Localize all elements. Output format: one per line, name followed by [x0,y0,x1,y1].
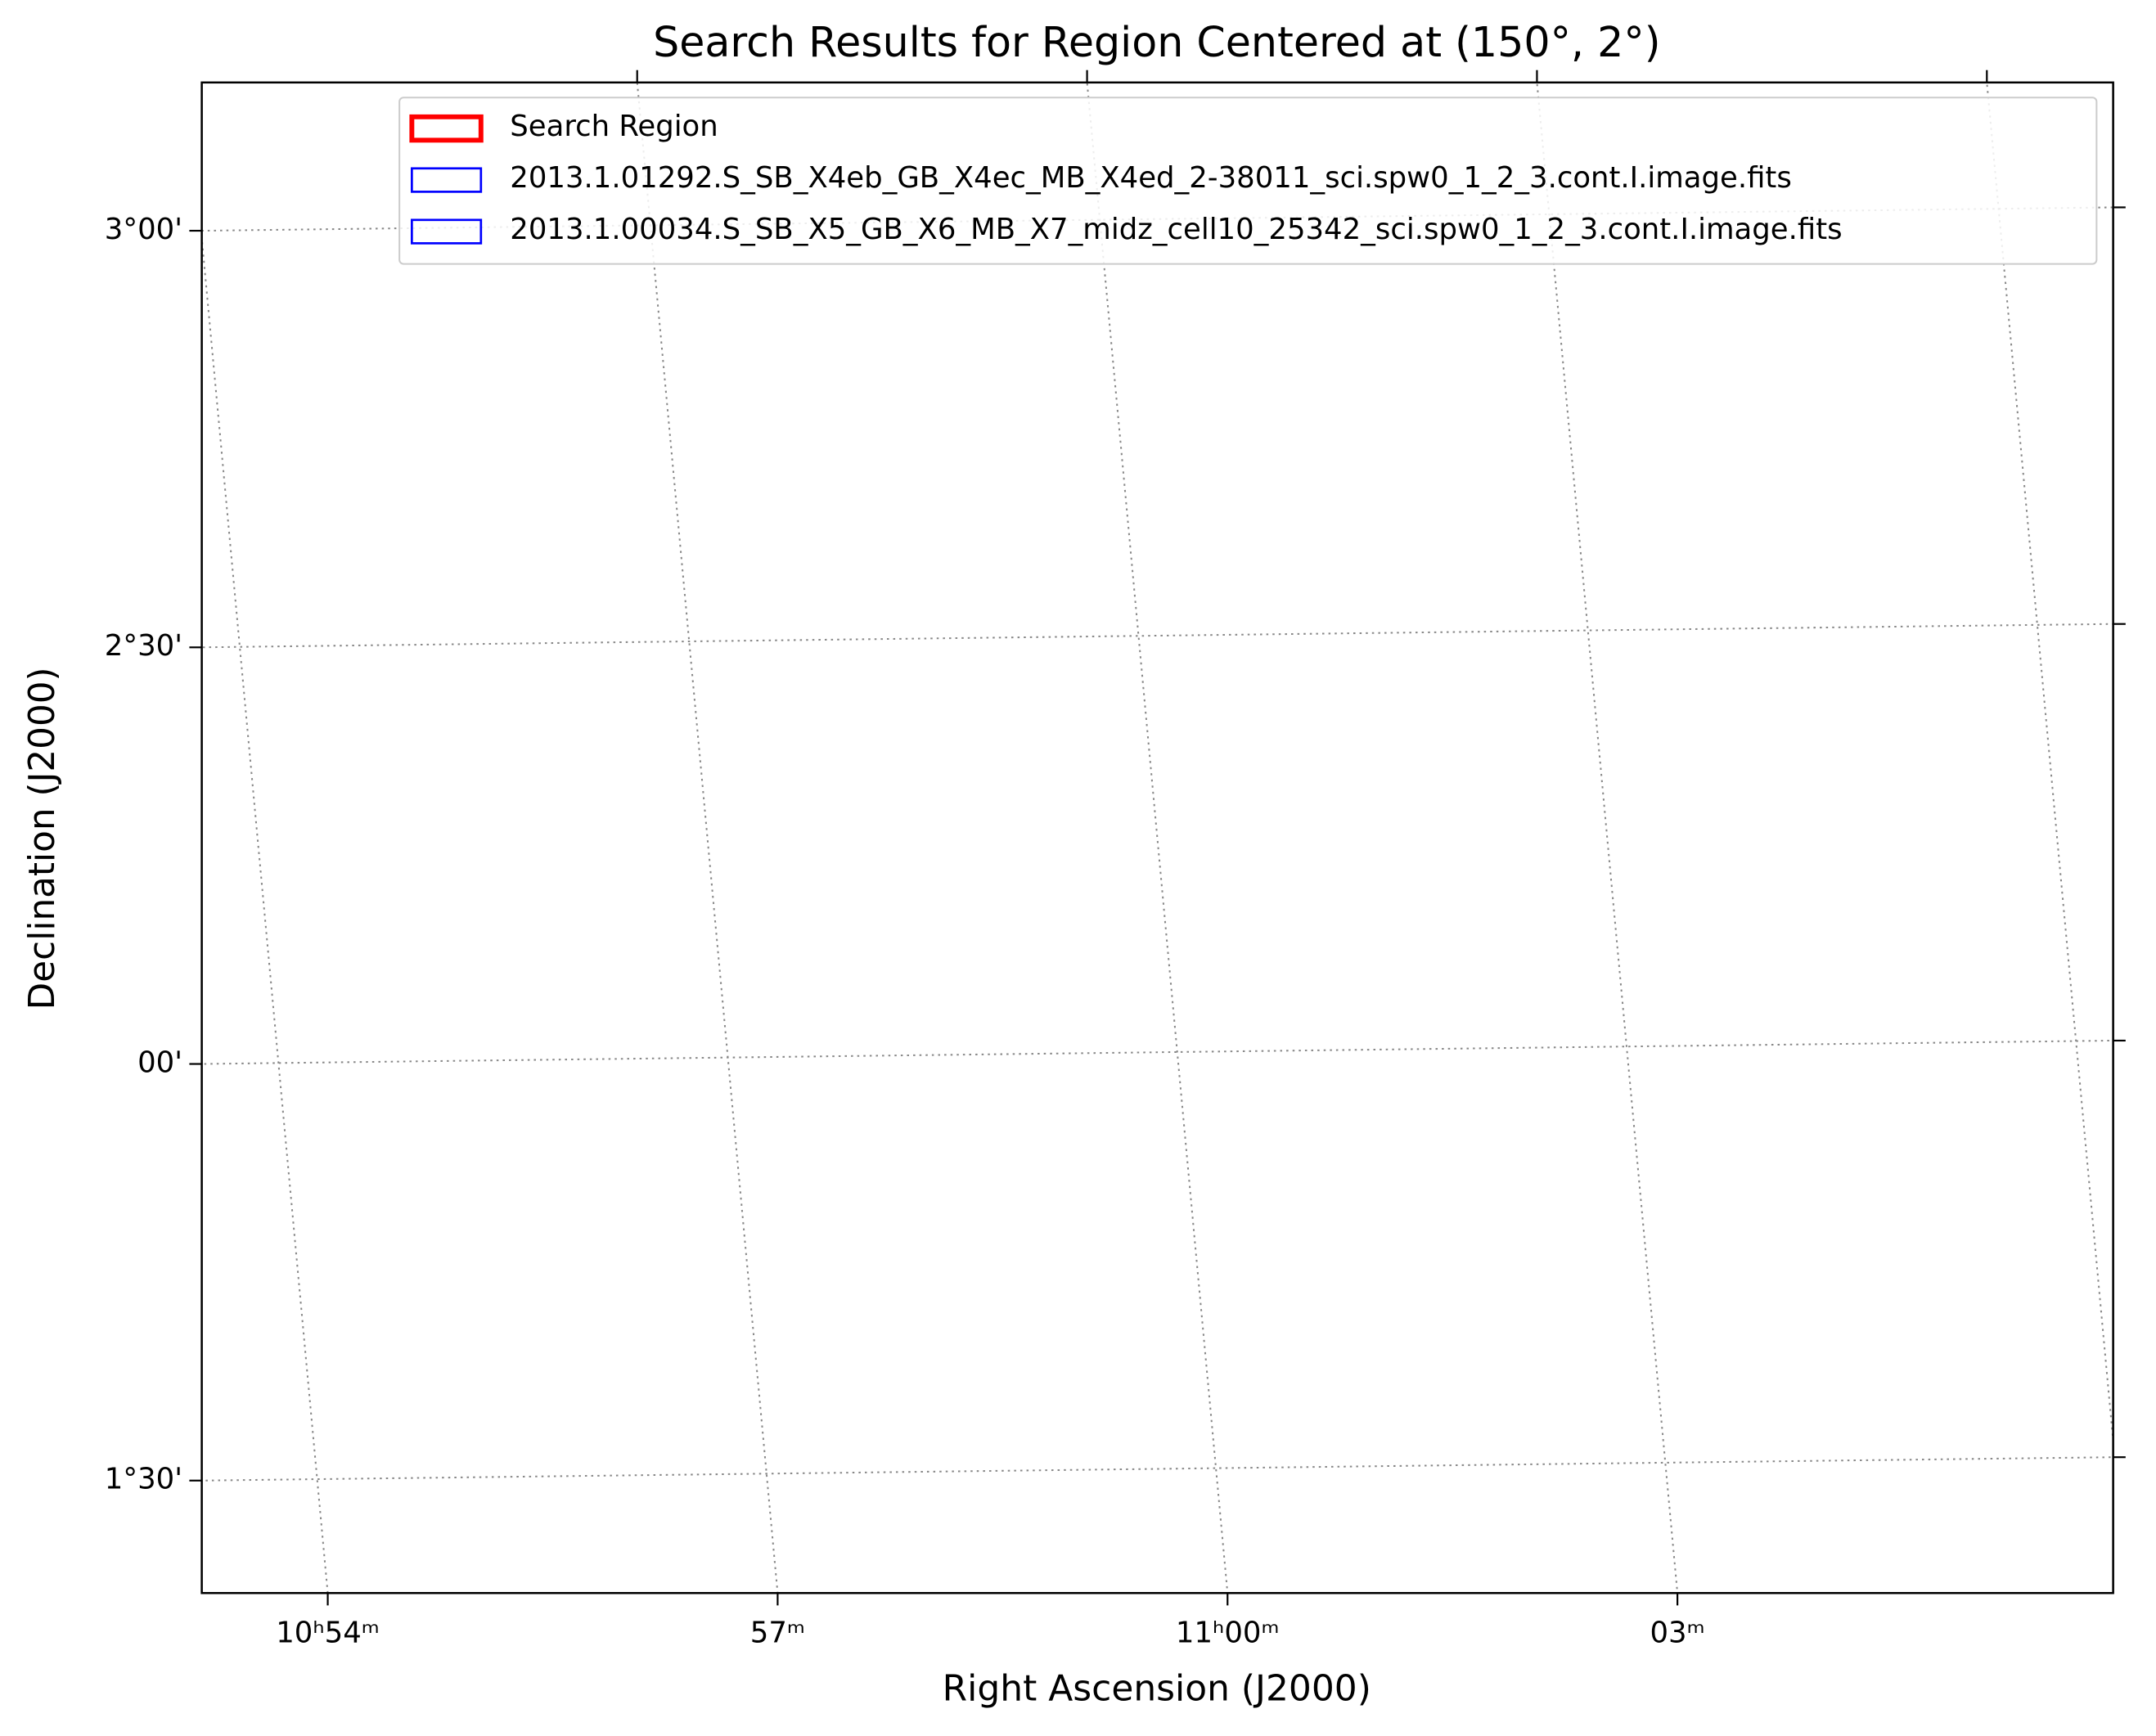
legend-label: 2013.1.00034.S_SB_X5_GB_X6_MB_X7_midz_ce… [510,213,1842,246]
legend-swatch [411,167,483,193]
grid-line [201,1456,2113,1482]
x-tick-label: 11ʰ00ᵐ [1176,1617,1280,1650]
legend-label: 2013.1.01292.S_SB_X4eb_GB_X4ec_MB_X4ed_2… [510,161,1792,195]
grid-line [201,623,2113,649]
x-axis-label: Right Ascension (J2000) [943,1668,1371,1710]
legend-label: Search Region [510,110,718,143]
y-tick-label: 00' [137,1046,182,1080]
x-tick-label: 03ᵐ [1650,1617,1705,1650]
y-tick-label: 1°30' [105,1463,182,1496]
y-axis-label: Declination (J2000) [21,667,63,1010]
plot-frame [200,81,2114,1594]
legend-box [398,97,2098,265]
grid-line [201,1039,2113,1065]
chart-title: Search Results for Region Centered at (1… [653,18,1660,66]
legend-swatch [411,218,483,245]
y-tick-label: 3°00' [105,213,182,246]
x-tick-label: 57ᵐ [750,1617,805,1650]
y-tick-label: 2°30' [105,629,182,663]
x-tick-label: 10ʰ54ᵐ [276,1617,380,1650]
legend-swatch [409,114,484,143]
